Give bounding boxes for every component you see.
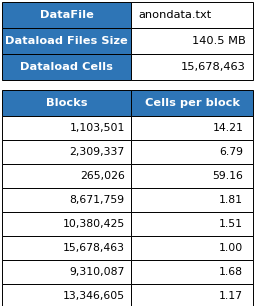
- Bar: [131, 140, 252, 164]
- Bar: [2, 188, 131, 212]
- Text: 1.17: 1.17: [218, 291, 242, 301]
- Bar: [131, 260, 252, 284]
- Bar: [131, 90, 252, 116]
- Text: 1,103,501: 1,103,501: [69, 123, 124, 133]
- Text: 8,671,759: 8,671,759: [69, 195, 124, 205]
- Bar: [2, 284, 131, 306]
- Bar: [131, 236, 252, 260]
- Bar: [2, 54, 131, 80]
- Bar: [2, 164, 131, 188]
- Text: 15,678,463: 15,678,463: [62, 243, 124, 253]
- Text: DataFile: DataFile: [40, 10, 93, 20]
- Text: 9,310,087: 9,310,087: [69, 267, 124, 277]
- Text: 2,309,337: 2,309,337: [69, 147, 124, 157]
- Text: 59.16: 59.16: [212, 171, 242, 181]
- Text: Cells per block: Cells per block: [144, 98, 239, 108]
- Text: 1.51: 1.51: [218, 219, 242, 229]
- Bar: [2, 212, 131, 236]
- Bar: [2, 236, 131, 260]
- Bar: [131, 28, 252, 54]
- Text: 15,678,463: 15,678,463: [180, 62, 245, 72]
- Bar: [2, 140, 131, 164]
- Bar: [2, 2, 131, 28]
- Text: 6.79: 6.79: [218, 147, 242, 157]
- Bar: [2, 90, 131, 116]
- Text: 10,380,425: 10,380,425: [62, 219, 124, 229]
- Text: Dataload Files Size: Dataload Files Size: [5, 36, 128, 46]
- Text: anondata.txt: anondata.txt: [138, 10, 211, 20]
- Bar: [131, 54, 252, 80]
- Text: 140.5 MB: 140.5 MB: [191, 36, 245, 46]
- Bar: [131, 164, 252, 188]
- Bar: [131, 212, 252, 236]
- Text: 1.00: 1.00: [218, 243, 242, 253]
- Text: 265,026: 265,026: [80, 171, 124, 181]
- Bar: [2, 260, 131, 284]
- Text: 1.81: 1.81: [218, 195, 242, 205]
- Bar: [2, 116, 131, 140]
- Text: 1.68: 1.68: [218, 267, 242, 277]
- Text: Dataload Cells: Dataload Cells: [20, 62, 113, 72]
- Bar: [131, 188, 252, 212]
- Text: 13,346,605: 13,346,605: [62, 291, 124, 301]
- Text: 14.21: 14.21: [212, 123, 242, 133]
- Text: Blocks: Blocks: [46, 98, 87, 108]
- Bar: [2, 28, 131, 54]
- Bar: [131, 284, 252, 306]
- Bar: [131, 116, 252, 140]
- Bar: [131, 2, 252, 28]
